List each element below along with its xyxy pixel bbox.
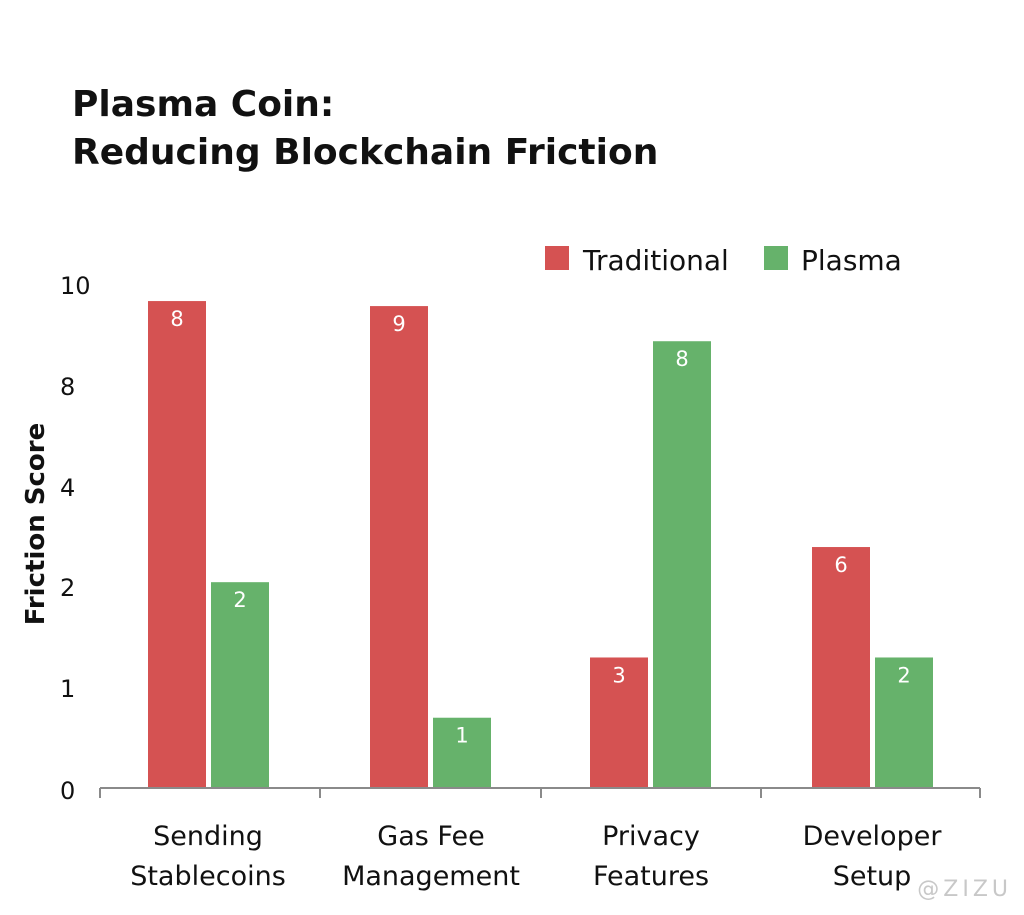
- bar-value-label: 8: [170, 307, 183, 331]
- chart-title-line-2: Reducing Blockchain Friction: [72, 132, 658, 173]
- bar-value-label: 2: [233, 588, 246, 612]
- y-axis-ticks: 0 1 2 4 8 10: [60, 272, 91, 805]
- x-axis: [99, 787, 981, 798]
- legend-label-traditional: Traditional: [582, 244, 729, 277]
- legend-label-plasma: Plasma: [801, 244, 902, 277]
- bar-traditional-2: [370, 306, 428, 788]
- y-tick-label: 8: [60, 373, 75, 401]
- y-tick-label: 4: [60, 474, 75, 502]
- x-category-label: Developer: [803, 821, 943, 852]
- bar-labels: 8 2 9 1 3 8 6 2: [170, 307, 910, 748]
- x-category-label: Sending: [153, 821, 263, 852]
- x-category-label: Privacy: [602, 821, 700, 852]
- y-tick-label: 0: [60, 777, 75, 805]
- bar-plasma-2: [433, 717, 491, 788]
- legend: Traditional Plasma: [545, 244, 902, 277]
- bar-plasma-1: [211, 582, 269, 788]
- x-category-label: Gas Fee: [377, 821, 484, 852]
- bar-plasma-4: [875, 657, 933, 788]
- bar-value-label: 9: [392, 312, 405, 336]
- bar-value-label: 6: [834, 553, 847, 577]
- y-tick-label: 2: [60, 574, 75, 602]
- x-category-label: Management: [342, 861, 520, 892]
- x-axis-labels: Sending Stablecoins Gas Fee Management Priva…: [130, 821, 942, 892]
- bar-plasma-3: [653, 341, 711, 788]
- y-axis-label: Friction Score: [21, 423, 51, 625]
- bars: [148, 301, 933, 788]
- y-tick-label: 10: [60, 272, 91, 300]
- bar-value-label: 8: [675, 347, 688, 371]
- bar-value-label: 3: [612, 663, 625, 687]
- legend-swatch-plasma: [764, 246, 788, 270]
- bar-traditional-4: [812, 547, 870, 788]
- bar-traditional-1: [148, 301, 206, 788]
- legend-swatch-traditional: [545, 246, 569, 270]
- y-tick-label: 1: [60, 675, 75, 703]
- bar-value-label: 2: [897, 663, 910, 687]
- watermark: @ZIZU: [917, 877, 1012, 902]
- bar-value-label: 1: [455, 724, 468, 748]
- chart-title-line-1: Plasma Coin:: [72, 84, 334, 125]
- x-category-label: Stablecoins: [130, 861, 286, 892]
- x-category-label: Features: [593, 861, 709, 892]
- bar-traditional-3: [590, 657, 648, 788]
- x-category-label: Setup: [833, 861, 912, 892]
